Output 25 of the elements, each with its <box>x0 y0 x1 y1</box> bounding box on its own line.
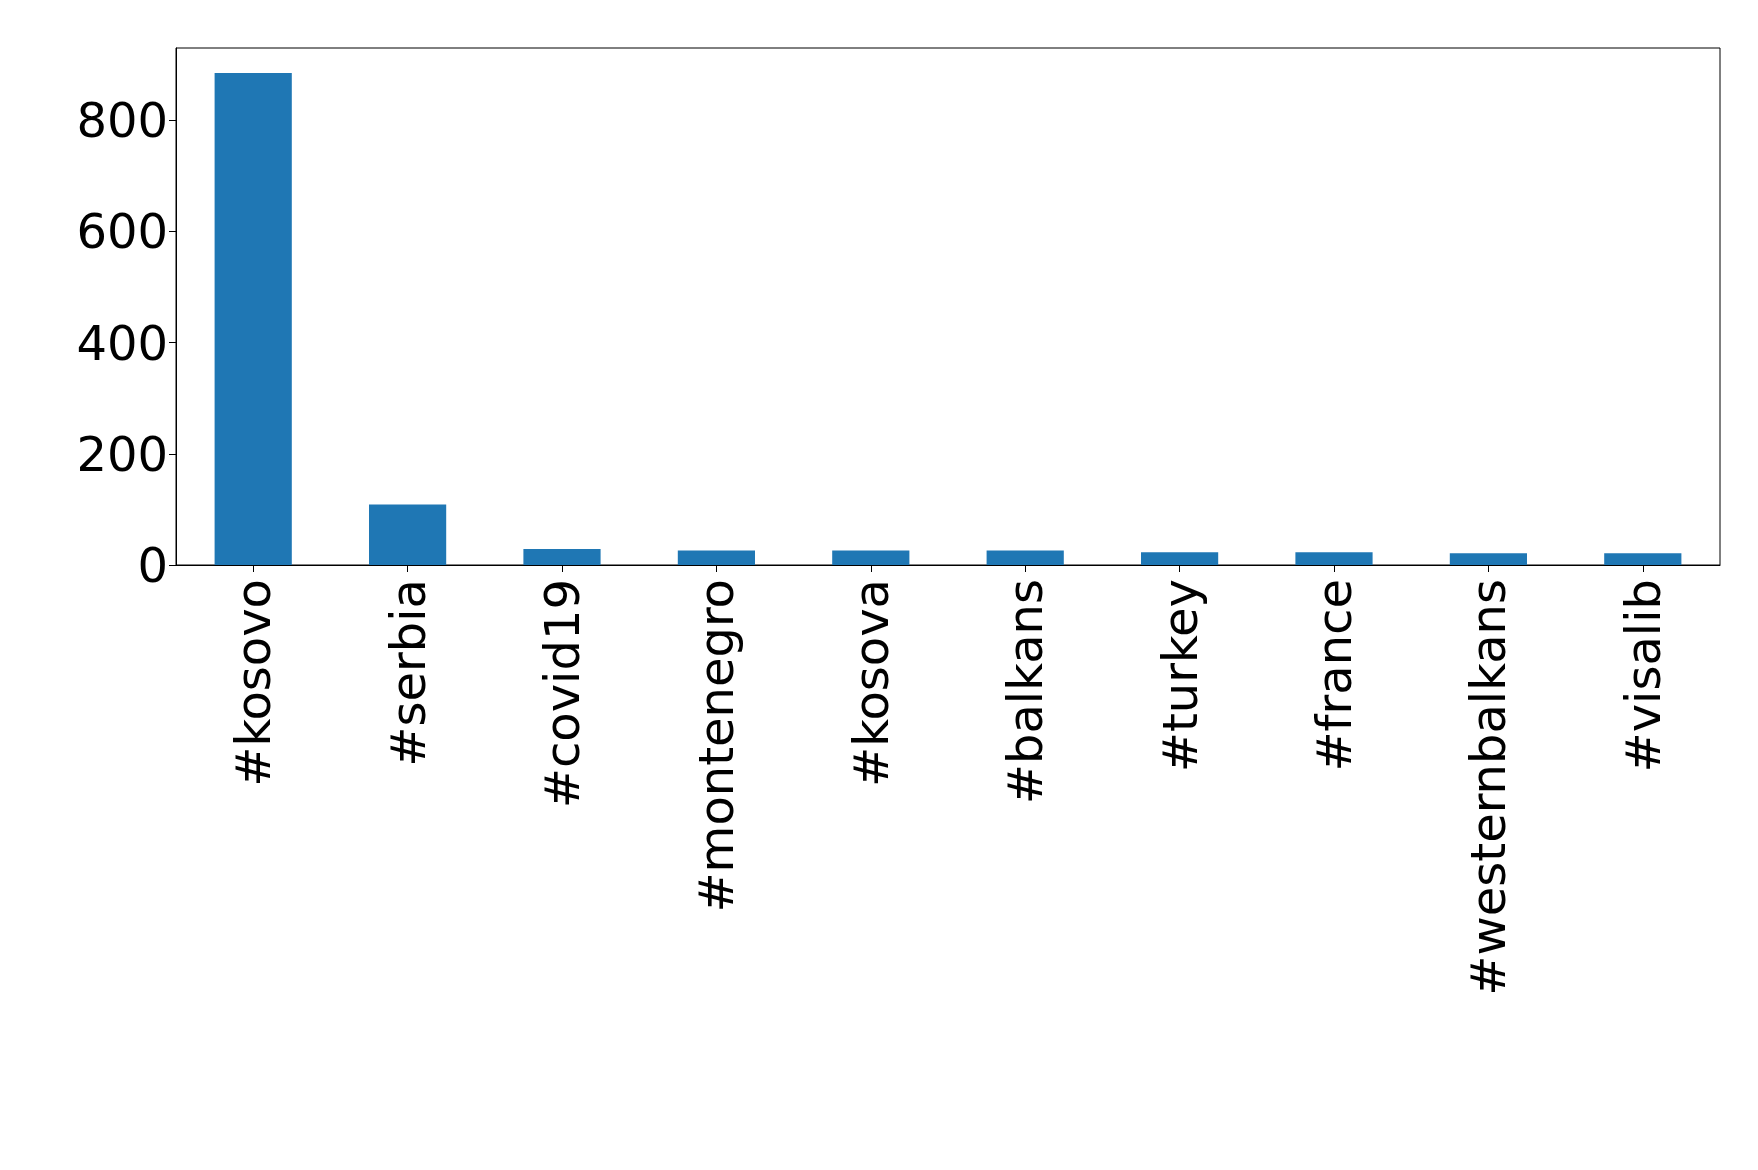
x-tick-label: #serbia <box>379 579 436 767</box>
bar <box>1604 553 1682 565</box>
y-tick-label: 800 <box>76 92 168 149</box>
bar <box>1449 553 1527 565</box>
bar <box>1141 552 1219 565</box>
x-tick-label: #westernbalkans <box>1460 579 1517 996</box>
bar <box>214 73 292 565</box>
x-tick-label: #france <box>1306 579 1362 772</box>
x-tick-label: #balkans <box>997 579 1054 805</box>
bar <box>523 548 601 565</box>
y-tick-label: 0 <box>137 537 168 593</box>
bar <box>1295 552 1373 565</box>
bar <box>832 550 910 565</box>
bar <box>986 550 1064 565</box>
x-tick-label: #kosovo <box>225 579 282 787</box>
y-tick-label: 600 <box>76 203 168 260</box>
y-tick-label: 200 <box>76 425 168 482</box>
x-tick-label: #covid19 <box>534 579 590 809</box>
bar <box>369 504 447 565</box>
x-tick-label: #montenegro <box>688 579 745 913</box>
x-tick-label: #turkey <box>1151 579 1208 773</box>
bar <box>677 550 755 565</box>
x-tick-label: #visalib <box>1614 579 1671 773</box>
x-tick-label: #kosova <box>842 579 899 787</box>
y-tick-label: 400 <box>76 314 168 371</box>
